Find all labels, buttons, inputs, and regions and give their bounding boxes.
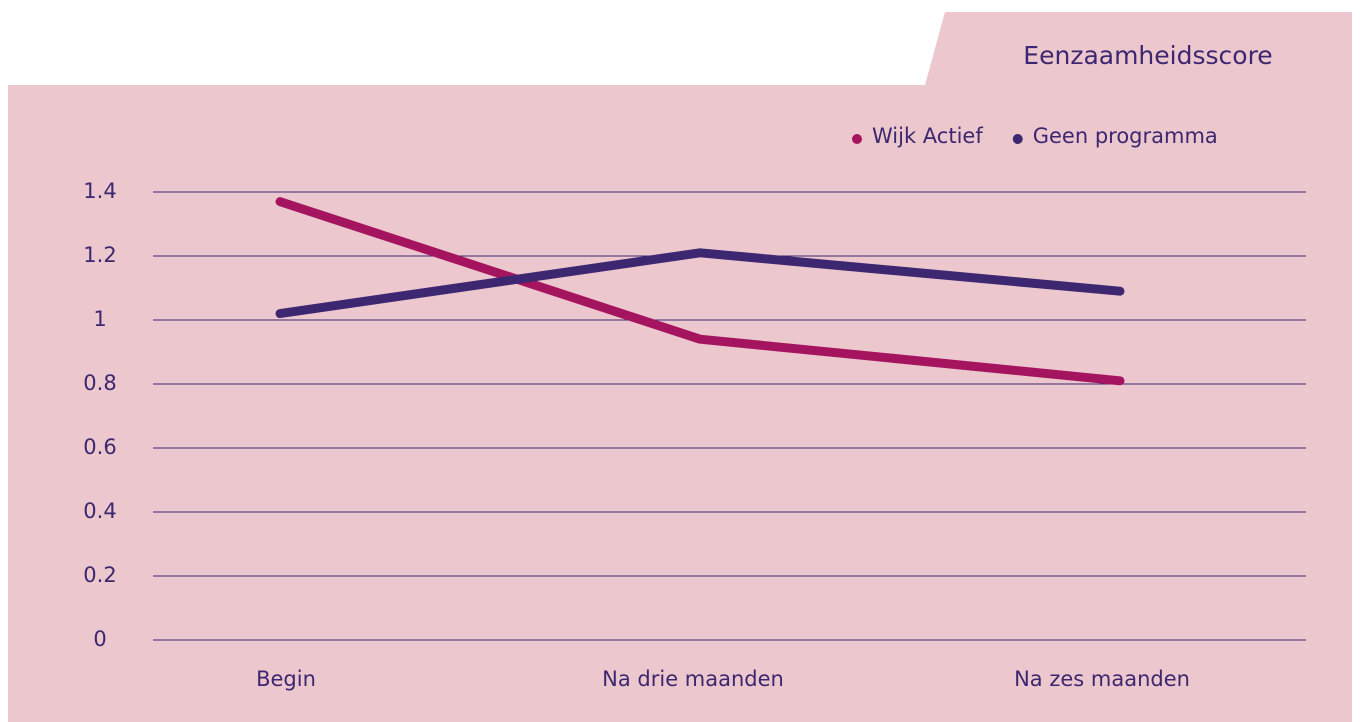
line-series (275, 248, 1125, 319)
panel (8, 12, 1352, 722)
y-tick-label: 0.8 (83, 371, 116, 395)
y-tick-label: 0.2 (83, 563, 116, 587)
y-tick-label: 0.4 (83, 499, 116, 523)
x-tick-label: Na drie maanden (602, 667, 784, 691)
legend-label: Wijk Actief (872, 124, 983, 148)
chart-title: Eenzaamheidsscore (1023, 41, 1272, 70)
y-tick-label: 0 (93, 627, 106, 651)
y-tick-label: 1 (93, 307, 106, 331)
x-tick-label: Na zes maanden (1014, 667, 1190, 691)
x-tick-label: Begin (256, 667, 316, 691)
y-tick-label: 0.6 (83, 435, 116, 459)
y-tick-label: 1.4 (83, 179, 116, 203)
legend-marker (1012, 134, 1023, 144)
line-series (275, 197, 1125, 386)
y-tick-label: 1.2 (83, 243, 116, 267)
legend-label: Geen programma (1033, 124, 1218, 148)
legend-marker (852, 134, 862, 144)
